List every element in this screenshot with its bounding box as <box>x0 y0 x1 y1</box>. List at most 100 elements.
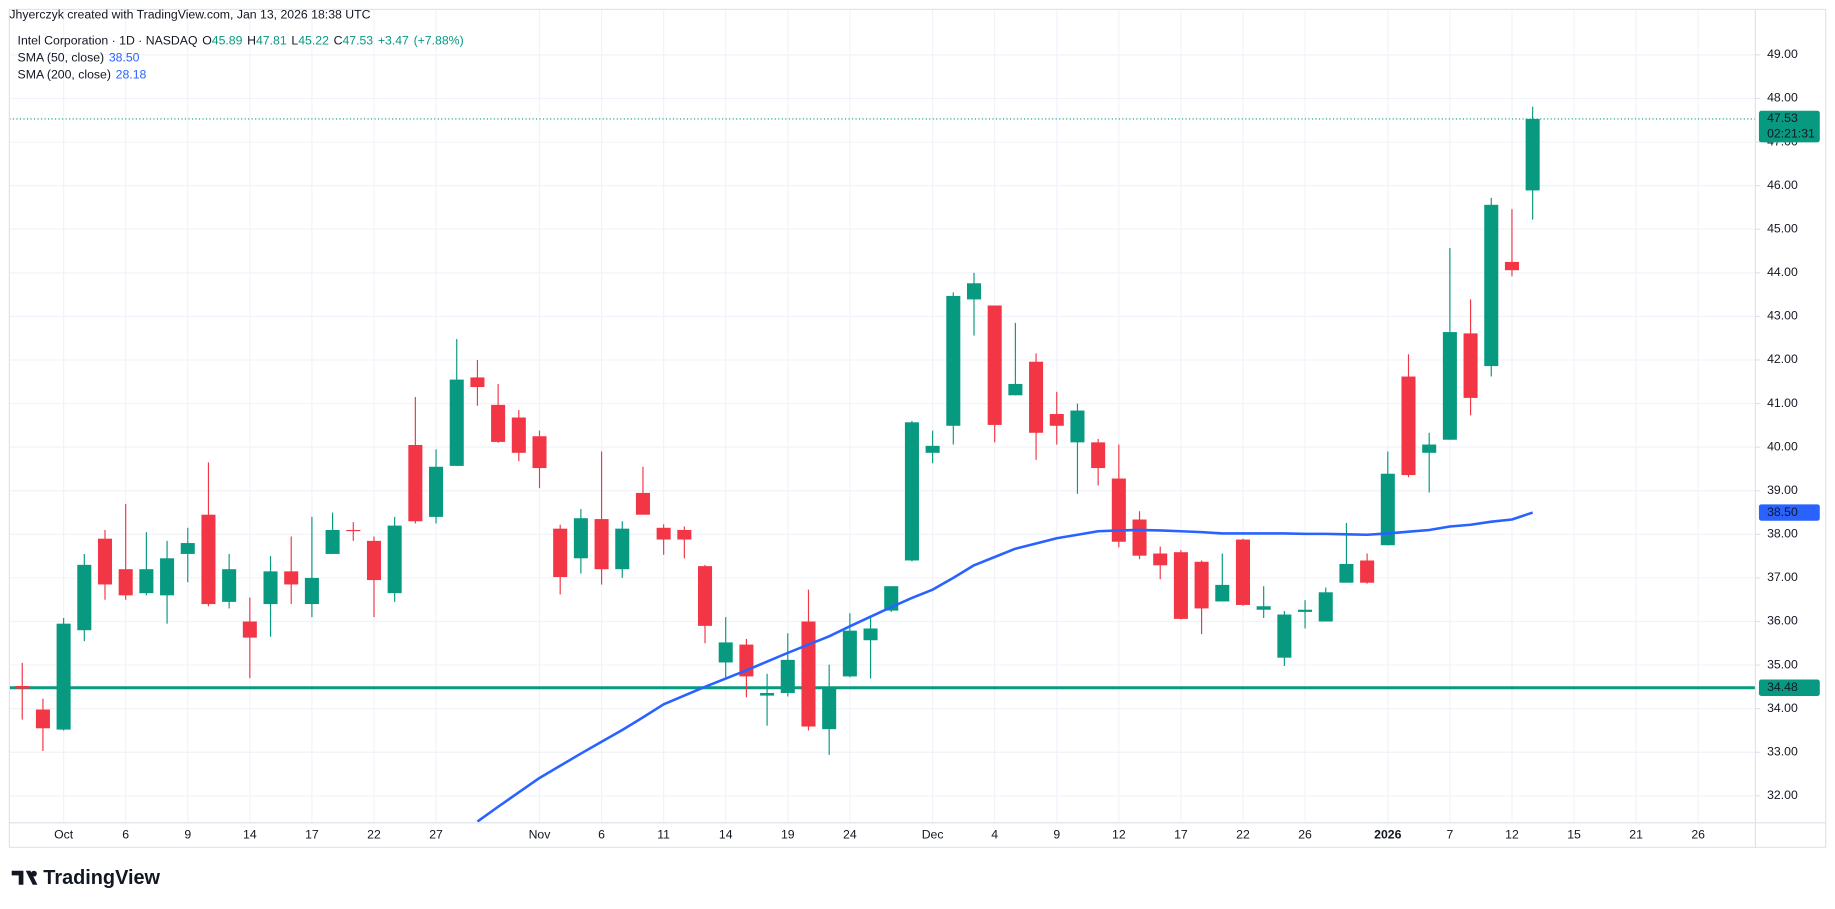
legend-value: 28.18 <box>116 68 147 82</box>
candle-body <box>987 305 1002 425</box>
y-tick-label: 33.00 <box>1767 745 1798 759</box>
candle-body <box>449 379 464 466</box>
hline-price-label: 34.48 <box>1767 680 1798 694</box>
candle-body <box>1215 584 1230 602</box>
y-tick-label: 45.00 <box>1767 221 1798 235</box>
ohlc-key: H <box>247 34 256 48</box>
legend-value: 38.50 <box>109 51 140 65</box>
y-tick-label: 34.00 <box>1767 701 1798 715</box>
y-tick-label: 48.00 <box>1767 91 1798 105</box>
candle-body <box>1049 414 1064 426</box>
y-tick-label: 41.00 <box>1767 396 1798 410</box>
candle-body <box>284 571 299 585</box>
candle-body <box>1401 376 1416 476</box>
ohlc-value: 47.53 <box>342 34 373 48</box>
candle-body <box>1504 261 1519 271</box>
x-tick-label: 4 <box>991 827 998 841</box>
candle-body <box>553 528 568 578</box>
candle-body <box>760 692 775 696</box>
x-tick-label: 12 <box>1112 827 1126 841</box>
candle-body <box>677 529 692 540</box>
x-tick-label: 12 <box>1505 827 1519 841</box>
ohlc-value: 45.89 <box>212 34 243 48</box>
y-tick-label: 36.00 <box>1767 614 1798 628</box>
change-value: +3.47 <box>378 34 409 48</box>
candle-body <box>1422 444 1437 453</box>
candle-body <box>1070 410 1085 443</box>
candle-body <box>1484 204 1499 367</box>
candle-body <box>201 514 216 605</box>
candle-body <box>408 444 423 522</box>
candle-body <box>15 686 30 689</box>
ohlc-value: 47.81 <box>256 34 287 48</box>
candle-body <box>160 558 175 596</box>
countdown-label: 02:21:31 <box>1767 126 1815 140</box>
candle-body <box>56 623 71 730</box>
logo-icon-dot <box>31 870 37 877</box>
candle-body <box>1029 361 1044 433</box>
y-tick-label: 39.00 <box>1767 483 1798 497</box>
x-tick-label: 9 <box>1053 827 1060 841</box>
candle-body <box>304 577 319 605</box>
x-tick-label: Nov <box>529 827 552 841</box>
x-tick-label: 6 <box>598 827 605 841</box>
candle-body <box>222 569 237 602</box>
x-tick-label: 21 <box>1629 827 1643 841</box>
candle-body <box>1277 614 1292 658</box>
candle-body <box>1463 333 1478 398</box>
legend-ohlc: Intel Corporation · 1D · NASDAQ O45.89 H47… <box>18 34 464 48</box>
candle-body <box>511 417 526 453</box>
candle-body <box>1194 561 1209 609</box>
candle-body <box>822 686 837 730</box>
candle-body <box>1360 560 1375 583</box>
symbol-title: Intel Corporation · 1D · NASDAQ <box>18 34 198 48</box>
candle-body <box>35 709 50 729</box>
candle-body <box>1339 563 1354 583</box>
sma-price-label: 38.50 <box>1767 505 1798 519</box>
candle-body <box>97 538 113 585</box>
candle-body <box>429 466 444 517</box>
candle-body <box>242 621 257 638</box>
candle-body <box>1111 478 1126 542</box>
candle-body <box>863 628 878 641</box>
change-percent: (+7.88%) <box>414 34 464 48</box>
legend-entry: SMA (50, close) 38.50 <box>18 51 140 65</box>
candle-body <box>532 436 547 469</box>
candle-body <box>801 621 816 727</box>
candle-body <box>139 569 154 594</box>
ohlc-key: C <box>334 34 343 48</box>
x-tick-label: 6 <box>122 827 129 841</box>
y-tick-label: 32.00 <box>1767 788 1798 802</box>
x-tick-label: 22 <box>367 827 381 841</box>
candle-body <box>1380 473 1395 546</box>
candle-body <box>946 295 961 426</box>
x-tick-label: Dec <box>922 827 944 841</box>
candle-body <box>904 422 919 561</box>
candle-body <box>1153 553 1168 566</box>
chart-frame <box>8 8 1827 848</box>
x-tick-label: 26 <box>1298 827 1312 841</box>
y-tick-label: 49.00 <box>1767 47 1798 61</box>
candle-body <box>1256 606 1271 610</box>
sma-line <box>476 511 1534 823</box>
candle-body <box>118 569 133 596</box>
last-price-label: 47.53 <box>1767 111 1798 125</box>
candle-body <box>1298 609 1313 612</box>
candle-body <box>1235 539 1251 605</box>
x-tick-label: 27 <box>429 827 443 841</box>
y-tick-label: 42.00 <box>1767 352 1798 366</box>
candle-body <box>1008 383 1023 396</box>
ohlc-key: O <box>202 34 212 48</box>
x-tick-label: 14 <box>719 827 733 841</box>
candle-body <box>346 529 361 532</box>
candle-body <box>366 540 381 581</box>
header: Jhyerczyk created with TradingView.com, … <box>9 7 370 21</box>
last-price-tag <box>1758 110 1820 143</box>
candle-body <box>325 529 340 554</box>
candle-body <box>594 519 609 570</box>
candle-body <box>387 525 402 594</box>
candle-body <box>698 566 713 626</box>
